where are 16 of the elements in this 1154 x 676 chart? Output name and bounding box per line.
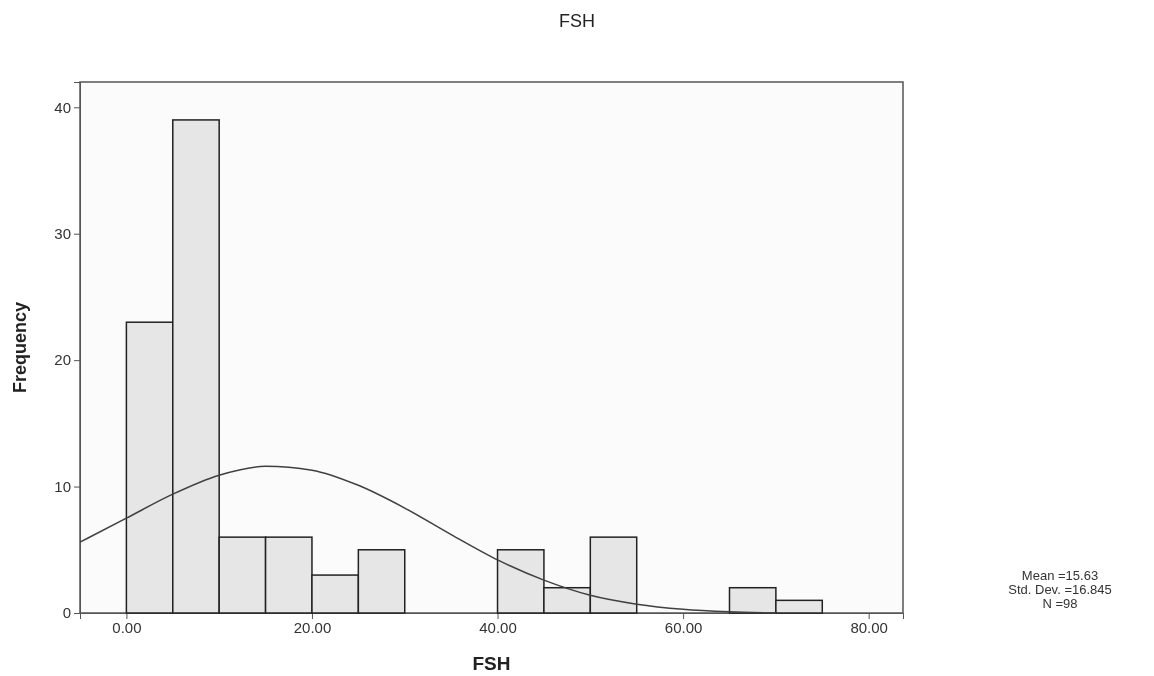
y-tick-label: 20	[54, 351, 71, 369]
y-tick-label: 0	[62, 604, 71, 622]
x-tick-label: 80.00	[850, 618, 888, 636]
y-tick-label: 40	[54, 98, 71, 116]
x-tick-label: 60.00	[664, 618, 703, 636]
x-axis-title: FSH	[472, 653, 511, 674]
text: Std. Dev. =16.845	[1008, 582, 1112, 597]
text: Mean =15.63	[1021, 568, 1099, 583]
x-tick-label: 0.00	[112, 618, 142, 636]
y-tick-label: 10	[54, 477, 71, 495]
chart-title: FSH	[559, 11, 595, 31]
text: N =98	[1042, 596, 1078, 611]
x-tick-label: 20.00	[293, 618, 332, 636]
y-tick-label: 30	[54, 225, 71, 243]
y-axis-title: Frequency	[10, 301, 30, 394]
x-tick-label: 40.00	[479, 618, 517, 636]
